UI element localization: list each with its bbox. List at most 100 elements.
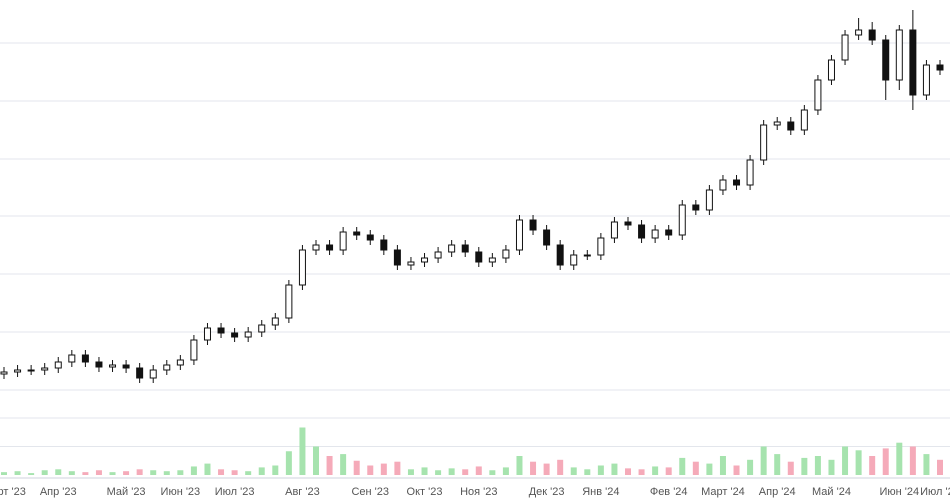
- volume-bar: [869, 456, 876, 475]
- candle-body: [81, 354, 89, 363]
- candle-body: [434, 251, 442, 259]
- volume-bar: [218, 469, 225, 475]
- volume-bar: [231, 470, 238, 475]
- volume-bar: [896, 442, 903, 475]
- volume-bar: [502, 467, 509, 475]
- candle-body: [54, 361, 62, 369]
- volume-bar: [638, 469, 645, 475]
- candle-body: [814, 79, 822, 111]
- volume-bar: [692, 461, 699, 475]
- candle-body: [895, 29, 903, 81]
- volume-bar: [380, 463, 387, 475]
- volume-bar: [435, 470, 442, 475]
- candle-body: [244, 331, 252, 338]
- candle-body: [14, 369, 22, 373]
- x-tick-label: Янв '24: [582, 486, 619, 498]
- x-tick-label: Фев '24: [650, 486, 688, 498]
- volume-bar: [679, 457, 686, 475]
- candle-body: [95, 361, 103, 368]
- candle-body: [529, 219, 537, 231]
- volume-bar: [407, 469, 414, 475]
- volume-bar: [665, 467, 672, 475]
- volume-bar: [828, 459, 835, 475]
- candle-body: [258, 324, 266, 333]
- x-tick-label: Апр '23: [40, 486, 77, 498]
- candle-body: [678, 204, 686, 236]
- candle-body: [882, 39, 890, 81]
- candle-body: [461, 244, 469, 253]
- volume-bar: [109, 472, 116, 475]
- candle-body: [366, 234, 374, 241]
- candle-body: [543, 229, 551, 246]
- volume-bar: [733, 465, 740, 475]
- candle-body: [312, 244, 320, 251]
- volume-bar: [163, 471, 170, 475]
- candle-body: [448, 244, 456, 253]
- x-tick-label: Май '24: [812, 486, 851, 498]
- volume-bar: [313, 446, 319, 475]
- volume-bar: [516, 456, 523, 475]
- candle-body: [339, 231, 347, 251]
- candle-body: [556, 244, 564, 266]
- x-tick-label: Март '23: [0, 486, 26, 498]
- candle-body: [0, 371, 8, 375]
- candle-body: [922, 64, 930, 96]
- candle-body: [502, 249, 510, 259]
- volume-bar: [136, 469, 143, 475]
- volume-bar: [272, 465, 279, 475]
- candle-body: [800, 109, 808, 131]
- candle-body: [217, 327, 225, 334]
- candle-body: [827, 59, 835, 81]
- volume-bar: [177, 470, 184, 475]
- candle-body: [773, 121, 781, 126]
- x-tick-label: Сен '23: [351, 486, 389, 498]
- candle-body: [705, 189, 713, 211]
- candle-body: [651, 229, 659, 239]
- candle-body: [570, 254, 578, 266]
- candle-body: [909, 29, 917, 96]
- candle-body: [638, 224, 646, 239]
- volume-bar: [353, 460, 360, 475]
- candle-body: [298, 249, 306, 286]
- volume-bar: [842, 446, 849, 475]
- volume-bar: [855, 450, 862, 475]
- candle-body: [868, 29, 876, 41]
- candle-body: [271, 317, 279, 326]
- volume-bar: [801, 457, 808, 475]
- volume-bar: [258, 467, 265, 475]
- volume-bar: [1, 472, 7, 475]
- candle-body: [760, 124, 768, 161]
- volume-bar: [55, 469, 62, 475]
- volume-bar: [285, 451, 292, 475]
- candle-body: [610, 221, 618, 239]
- volume-bar: [923, 454, 930, 475]
- volume-bar: [747, 459, 754, 475]
- x-tick-label: Июн '24: [879, 486, 919, 498]
- candle-body: [203, 327, 211, 341]
- x-tick-label: Апр '24: [759, 486, 796, 498]
- volume-bar: [760, 446, 767, 475]
- volume-bar: [245, 471, 252, 475]
- candle-body: [326, 244, 334, 251]
- x-tick-label: Май '23: [107, 486, 146, 498]
- volume-bar: [814, 456, 821, 475]
- volume-bar: [299, 427, 306, 475]
- candle-body: [719, 179, 727, 191]
- volume-bar: [367, 465, 374, 475]
- candle-body: [190, 339, 198, 361]
- candle-body: [393, 249, 401, 266]
- x-tick-label: Ноя '23: [460, 486, 497, 498]
- candle-body: [746, 159, 754, 186]
- volume-bar: [774, 454, 781, 475]
- volume-bar: [597, 465, 604, 475]
- volume-bar: [95, 470, 102, 475]
- volume-bar: [557, 459, 564, 475]
- volume-bar: [82, 472, 89, 475]
- volume-bar: [448, 468, 455, 475]
- volume-bar: [489, 470, 496, 475]
- volume-bar: [41, 470, 48, 475]
- candle-body: [353, 231, 361, 236]
- candle-body: [136, 367, 144, 379]
